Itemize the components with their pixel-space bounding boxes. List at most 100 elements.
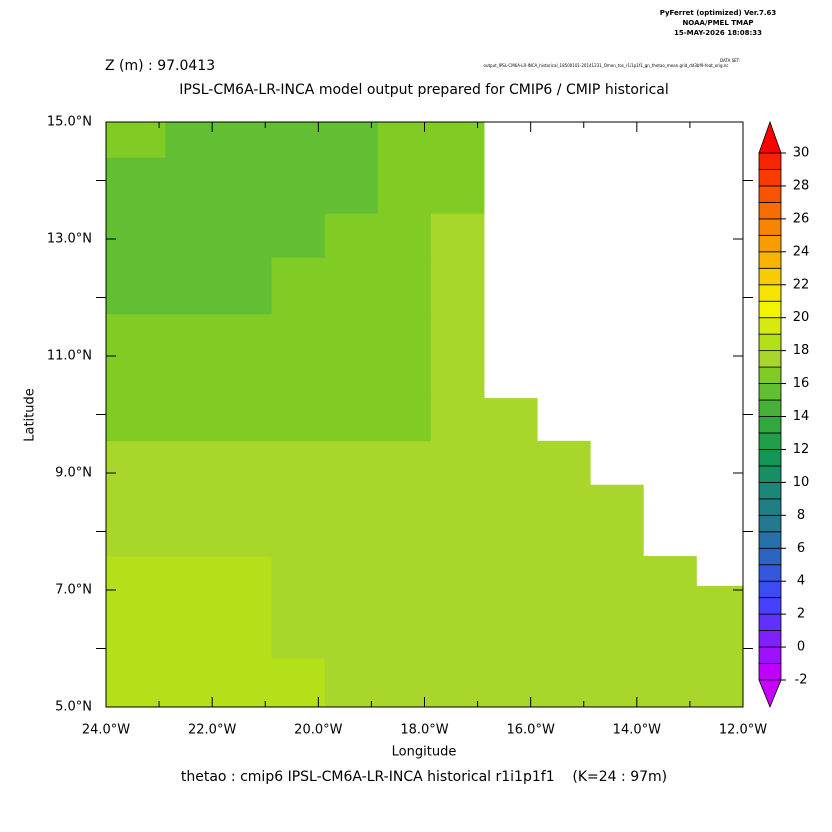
cell [165,398,220,442]
cell [430,313,485,399]
cell [377,398,432,442]
cell [537,440,591,486]
x-tick-label: 22.0°W [188,723,236,738]
cell [106,213,166,258]
colorbar-bin [758,481,782,500]
colorbar-bin [758,514,782,533]
cell [377,484,432,557]
y-tick-label: 11.0°N [47,349,92,364]
cell [377,556,432,587]
cell [643,657,697,708]
cell [537,484,591,557]
cell [324,257,379,315]
cell [271,657,326,708]
colorbar-bin [758,465,782,483]
colorbar-bin [758,185,782,203]
cell [165,440,220,486]
cell [165,157,220,214]
cell [590,657,644,708]
cell [271,440,326,486]
program-label: PyFerret (optimized) Ver.7.63 [660,9,777,17]
cell [483,398,538,442]
cell [271,313,326,399]
cell [165,313,220,399]
colorbar-bin [758,383,782,401]
cell [106,257,166,315]
colorbar-bin [758,399,782,417]
cell [377,585,432,659]
y-tick-label: 5.0°N [55,700,92,715]
cell [430,440,485,486]
cell [483,585,538,659]
x-tick-label: 20.0°W [294,723,342,738]
y-axis-label: Latitude [23,388,38,442]
cell [218,213,273,258]
cell [377,440,432,486]
cell [324,398,379,442]
cell [696,585,744,659]
cell [218,157,273,214]
cell [106,585,166,659]
cell [377,213,432,258]
colorbar-tick-label: 2 [797,607,805,622]
colorbar-bin [758,613,782,631]
cell [324,556,379,587]
cell [590,556,644,587]
x-axis-label: Longitude [392,745,457,760]
cell [430,556,485,587]
cell [430,213,485,258]
cell [271,213,326,258]
cell [106,440,166,486]
cell [377,657,432,708]
cell [165,556,220,587]
colorbar-bin [758,498,782,516]
y-tick-label: 7.0°N [55,583,92,598]
cell [590,484,644,557]
cell [430,122,485,158]
cell [218,556,273,587]
cell [218,585,273,659]
colorbar-bin [758,416,782,434]
cell [537,657,591,708]
cell [324,440,379,486]
cell [271,585,326,659]
colorbar-tick-label: 8 [797,508,805,523]
colorbar-bin [758,449,782,467]
cell [106,484,166,557]
colorbar-bin [758,531,782,549]
colorbar-bin [758,300,782,319]
subtitle: Z (m) : 97.0413 [105,58,215,74]
lab-label: NOAA/PMEL TMAP [682,19,753,27]
colorbar-tick-label: 18 [793,343,810,358]
cell [165,213,220,258]
colorbar-bin [758,152,782,170]
cell [590,585,644,659]
cell [377,157,432,214]
colorbar-tick-label: 20 [793,310,810,325]
cell [430,585,485,659]
colorbar-bin [758,169,782,187]
colorbar-bin [758,547,782,566]
cell [271,556,326,587]
dataset-label: DATA SET: [720,58,740,63]
cell [218,313,273,399]
cell [165,657,220,708]
cell [106,157,166,214]
cell [271,398,326,442]
cell [271,157,326,214]
chart-title: IPSL-CM6A-LR-INCA model output prepared … [179,82,669,98]
cell [430,257,485,315]
cell [324,484,379,557]
cell [165,484,220,557]
colorbar-bin [758,432,782,450]
colorbar-tick-label: 22 [793,277,810,292]
cell [430,484,485,557]
colorbar-bin [758,317,782,335]
cell [165,257,220,315]
cell [218,257,273,315]
cell [483,484,538,557]
cell [271,122,326,158]
cell [537,556,591,587]
